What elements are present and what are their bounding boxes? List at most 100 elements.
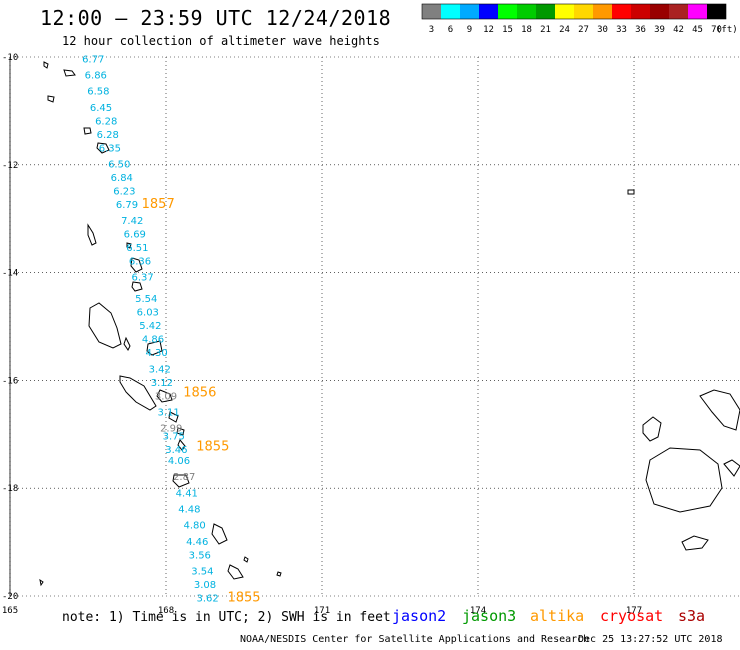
swh-label-low: 2.99 [160, 424, 182, 435]
scale-swatch-24 [555, 4, 574, 19]
swh-label: 6.50 [108, 159, 130, 170]
swh-label-low: 3.09 [155, 391, 177, 402]
lat-tick-label: -20 [2, 592, 18, 602]
color-scale-legend: 3 6 9 12 15 18 21 24 27 30 33 36 39 42 45 70(ft) [421, 3, 738, 35]
swh-label: 4.06 [168, 456, 190, 467]
scale-label-24: 24 [559, 25, 570, 35]
island-outline [699, 389, 740, 431]
scale-swatch-45 [688, 4, 707, 19]
swh-label: 6.58 [87, 87, 109, 98]
island-outline [645, 447, 723, 513]
island-outline [43, 61, 49, 69]
swh-label: 4.48 [178, 504, 200, 515]
swh-label: 3.08 [194, 580, 216, 591]
scale-swatch-21 [536, 4, 555, 19]
lon-tick-label: 177 [626, 606, 642, 616]
swh-label: 7.42 [121, 216, 143, 227]
swh-label-low: 2.87 [173, 472, 195, 483]
swh-label: 3.54 [191, 566, 213, 577]
scale-swatch-9 [460, 4, 479, 19]
swh-label: 5.54 [135, 294, 157, 305]
lon-tick-label: 165 [2, 606, 18, 616]
scale-label-6: 6 [448, 25, 453, 35]
island-outline [276, 571, 282, 577]
island-outline [227, 564, 244, 580]
scale-label-70: 70 [711, 25, 722, 35]
swh-label: 3.56 [189, 550, 211, 561]
scale-swatch-27 [574, 4, 593, 19]
timestamp: Dec 25 13:27:52 UTC 2018 [578, 634, 723, 645]
scale-swatch-18 [517, 4, 536, 19]
island-outline [126, 242, 132, 249]
swh-label: 6.86 [85, 71, 107, 82]
swh-label: 4.86 [142, 335, 164, 346]
scale-swatch-42 [669, 4, 688, 19]
island-outline [176, 427, 185, 436]
scale-label-9: 9 [467, 25, 472, 35]
satellite-cryosat: cryosat [600, 607, 664, 625]
scale-swatch-39 [650, 4, 669, 19]
swh-label: 6.79 [116, 200, 138, 211]
satellite-s3a: s3a [678, 607, 706, 625]
swh-label: 4.46 [186, 537, 208, 548]
island-outline [123, 336, 131, 351]
island-outline [177, 439, 186, 451]
scale-swatch-15 [498, 4, 517, 19]
altimeter-track: 6.77 6.86 6.58 6.45 6.28 6.28 6.35 6.50 6.84 6.23… [82, 54, 260, 605]
island-outline [83, 127, 92, 135]
swh-label: 4.80 [183, 521, 205, 532]
page-title: 12:00 – 23:59 UTC 12/24/2018 [40, 6, 392, 30]
scale-swatch-3 [422, 4, 441, 19]
scale-label-3: 3 [429, 25, 434, 35]
satellite-jason3: jason3 [462, 607, 517, 625]
pass-time-label: 1855 [227, 590, 260, 605]
coastlines [39, 61, 740, 587]
scale-label-12: 12 [483, 25, 494, 35]
lon-tick-label: 174 [470, 606, 486, 616]
pass-time-label: 1857 [142, 197, 175, 212]
island-outline [627, 189, 635, 195]
swh-label: 3.12 [151, 378, 173, 389]
scale-label-45: 45 [692, 25, 703, 35]
swh-label: 6.03 [137, 308, 159, 319]
swh-label: 6.37 [131, 273, 153, 284]
island-outline [156, 389, 173, 403]
swh-label: 3.11 [157, 407, 179, 418]
island-outline [88, 302, 122, 349]
scale-label-39: 39 [654, 25, 665, 35]
swh-label: 6.84 [111, 173, 133, 184]
swh-label: 6.51 [126, 243, 148, 254]
island-outline [146, 340, 163, 356]
scale-label-27: 27 [578, 25, 589, 35]
footer-note: note: 1) Time is in UTC; 2) SWH is in fe… [62, 610, 391, 625]
scale-label-33: 33 [616, 25, 627, 35]
swh-label: 6.35 [99, 143, 121, 154]
swh-label: 5.42 [139, 321, 161, 332]
swh-label: 6.23 [113, 186, 135, 197]
swh-label: 3.75 [163, 432, 185, 443]
island-outline [243, 556, 249, 563]
pass-time-label: 1855 [196, 439, 229, 454]
scale-unit: (ft) [716, 25, 738, 35]
swh-label: 3.62 [196, 593, 218, 604]
scale-label-18: 18 [521, 25, 532, 35]
island-outline [130, 257, 143, 273]
island-outline [119, 375, 157, 411]
scale-swatch-33 [612, 4, 631, 19]
swh-label: 6.36 [129, 257, 151, 268]
map-grid: 165 168 171 174 177-10-12-14-16-18-20 [2, 53, 740, 616]
scale-label-21: 21 [540, 25, 551, 35]
scale-label-30: 30 [597, 25, 608, 35]
scale-swatch-36 [631, 4, 650, 19]
swh-label: 6.28 [97, 130, 119, 141]
island-outline [168, 411, 179, 423]
scale-label-42: 42 [673, 25, 684, 35]
island-outline [63, 69, 76, 77]
island-outline [87, 223, 97, 246]
lon-tick-label: 168 [158, 606, 174, 616]
swh-label: 3.42 [149, 364, 171, 375]
scale-swatch-30 [593, 4, 612, 19]
scale-frame [421, 3, 727, 20]
scale-label-36: 36 [635, 25, 646, 35]
